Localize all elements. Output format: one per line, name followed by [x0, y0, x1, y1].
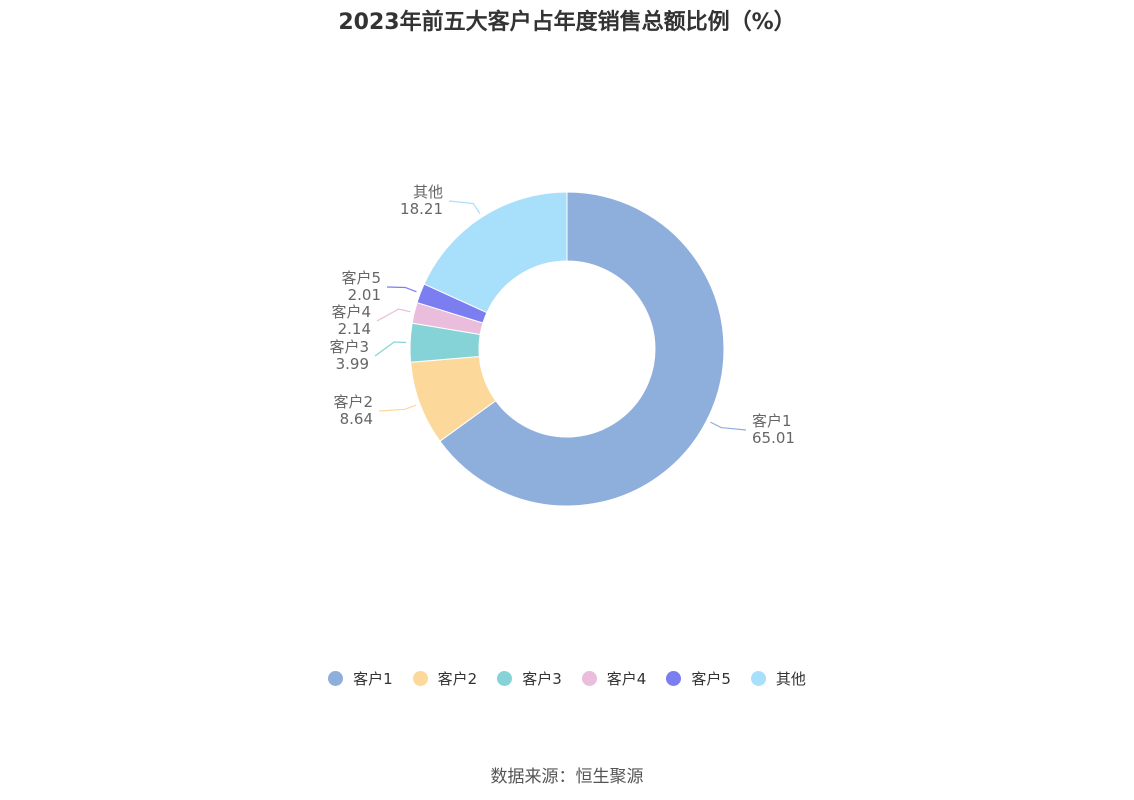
legend-label-3: 客户3	[522, 670, 562, 688]
slice-label-name-6: 其他	[413, 183, 443, 201]
legend-label-6: 其他	[775, 670, 806, 688]
slice-label-name-4: 客户4	[331, 303, 371, 321]
legend-item-1[interactable]: 客户1	[328, 668, 393, 689]
leader-line-2	[378, 404, 417, 412]
slice-label-name-2: 客户2	[333, 393, 373, 411]
chart-legend: 客户1 客户2 客户3 客户4 客户5 其他	[0, 668, 1134, 689]
legend-label-1: 客户1	[353, 670, 393, 688]
slice-label-name-3: 客户3	[329, 338, 369, 356]
legend-label-2: 客户2	[437, 670, 478, 688]
leader-line-4	[376, 308, 411, 322]
leader-line-5	[386, 286, 417, 293]
chart-title: 2023年前五大客户占年度销售总额比例（%）	[338, 10, 796, 35]
slice-label-value-4: 2.14	[338, 320, 371, 338]
legend-item-5[interactable]: 客户5	[666, 668, 731, 689]
legend-swatch-4	[581, 671, 597, 686]
leader-line-6	[448, 200, 481, 214]
legend-item-2[interactable]: 客户2	[412, 668, 478, 689]
legend-swatch-1	[328, 671, 344, 686]
legend-item-3[interactable]: 客户3	[497, 668, 562, 689]
slice-label-name-1: 客户1	[752, 412, 792, 430]
slice-label-value-3: 3.99	[336, 355, 369, 373]
legend-item-4[interactable]: 客户4	[581, 668, 647, 689]
slice-label-value-6: 18.21	[400, 200, 443, 218]
legend-swatch-3	[497, 671, 513, 686]
slice-1	[439, 191, 725, 507]
slice-6	[423, 191, 568, 314]
data-source: 数据来源：恒生聚源	[490, 767, 644, 787]
legend-swatch-5	[666, 671, 682, 686]
slice-label-value-2: 8.64	[340, 410, 373, 428]
slice-label-value-5: 2.01	[348, 286, 381, 304]
legend-item-6[interactable]: 其他	[750, 668, 806, 689]
slice-label-name-5: 客户5	[341, 269, 381, 287]
legend-swatch-6	[750, 671, 766, 686]
slices-group	[409, 191, 725, 507]
legend-swatch-2	[412, 671, 428, 686]
legend-label-4: 客户4	[606, 670, 647, 688]
leader-line-3	[374, 341, 407, 357]
slice-label-value-1: 65.01	[752, 429, 795, 447]
legend-label-5: 客户5	[691, 670, 731, 688]
leader-lines-group	[374, 200, 747, 431]
leader-line-1	[710, 421, 747, 431]
